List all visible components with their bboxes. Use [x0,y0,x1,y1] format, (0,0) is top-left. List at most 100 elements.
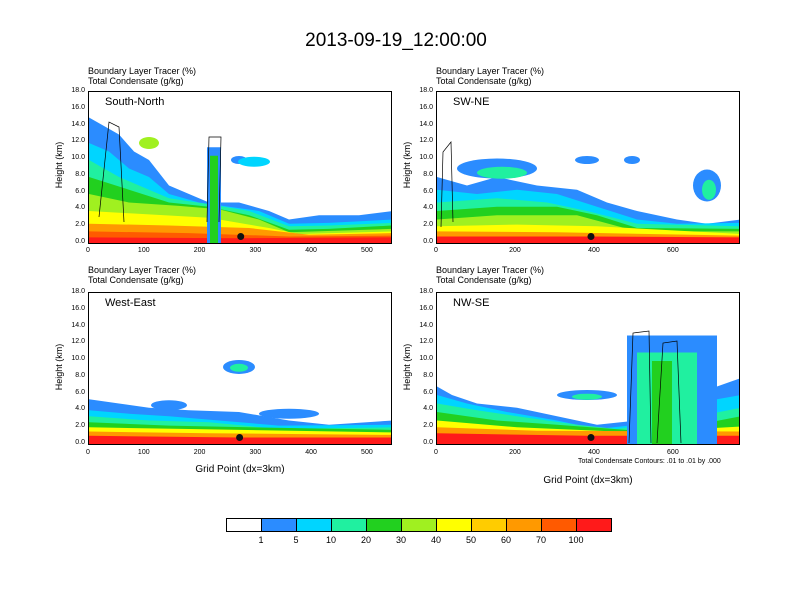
colorbar-label: 60 [500,535,512,545]
ytick-label: 2.0 [75,422,85,430]
ytick-label: 6.0 [423,187,433,195]
xtick-label: 600 [667,449,679,456]
ytick-label: 14.0 [71,120,85,128]
cloud-blob [572,393,602,400]
colorbar-labels: 1 5 10 20 30 40 50 60 70 100 [226,535,583,547]
colorbar-label: 50 [465,535,477,545]
ytick-label: 10.0 [419,355,433,363]
cloud-blob [139,137,159,149]
panel-swne-field2: Total Condensate (g/kg) [436,76,532,86]
panel-we-xticks: 0 100 200 300 400 500 [86,449,392,459]
colorbar-swatch [577,519,611,531]
ytick-label: 16.0 [419,304,433,312]
panel-sw-ne: SW-NE [436,91,740,244]
xtick-label: 100 [137,247,150,254]
xtick-label: 0 [86,247,90,254]
panel-sn-field2: Total Condensate (g/kg) [88,76,184,86]
figure-title: 2013-09-19_12:00:00 [305,30,487,51]
ytick-label: 16.0 [71,304,85,312]
colorbar-label: 1 [258,535,264,545]
colorbar-swatch [542,519,577,531]
ytick-label: 8.0 [75,371,85,379]
ytick-label: 18.0 [419,288,433,295]
panel-nwse-ylabel: Height (km) [402,343,412,391]
panel-swne-header: Boundary Layer Tracer (%) Total Condensa… [436,66,544,86]
panel-nwse-xlabel: Grid Point (dx=3km) [543,475,633,486]
panel-sn-xticks: 0 100 200 300 400 500 [86,247,392,257]
xtick-label: 0 [434,449,438,456]
xtick-label: 100 [137,449,150,456]
ytick-label: 12.0 [71,338,85,346]
bl-tracer-band-100 [89,237,391,243]
colorbar-swatch [507,519,542,531]
ytick-label: 14.0 [419,321,433,329]
xtick-label: 500 [361,247,373,254]
condensate-contour [656,340,682,444]
xtick-label: 500 [361,449,373,456]
ytick-label: 0.0 [423,439,433,446]
xtick-label: 400 [588,247,600,254]
xtick-label: 200 [193,247,206,254]
colorbar-label: 20 [360,535,372,545]
condensate-contour [206,136,222,223]
convective-core [652,361,672,444]
xtick-label: 0 [86,449,90,456]
panel-sn-name: South-North [103,96,167,108]
colorbar-label: 100 [568,535,584,545]
contour-note: Total Condensate Contours: .01 to .01 by… [578,458,721,465]
colorbar-swatch [262,519,297,531]
colorbar-swatch [332,519,367,531]
xtick-label: 300 [249,247,262,254]
reference-point-marker [236,434,244,441]
ytick-label: 8.0 [423,371,433,379]
panel-nwse-header: Boundary Layer Tracer (%) Total Condensa… [436,265,544,285]
panel-nwse-plot [437,330,739,444]
xtick-label: 400 [305,449,317,456]
ytick-label: 6.0 [75,187,85,195]
panel-nwse-xticks: 0 200 400 600 [434,449,740,459]
convective-core [210,155,218,243]
ytick-label: 12.0 [71,137,85,145]
ytick-label: 12.0 [419,338,433,346]
ytick-label: 4.0 [423,405,433,413]
panel-we-yticks: 0.0 2.0 4.0 6.0 8.0 10.0 12.0 14.0 16.0 18.0 [63,288,85,446]
colorbar-label: 5 [293,535,299,545]
panel-nwse-field2: Total Condensate (g/kg) [436,275,532,285]
panel-west-east: West-East [88,292,392,445]
panel-nwse-field1: Boundary Layer Tracer (%) [436,265,545,275]
cloud-blob [151,400,187,411]
colorbar-swatch [227,519,262,531]
cloud-blob [624,156,640,164]
ytick-label: 10.0 [71,154,85,162]
ytick-label: 6.0 [423,388,433,396]
condensate-contour [628,330,652,444]
panel-south-north: South-North [88,91,392,244]
colorbar-label: 10 [325,535,337,545]
ytick-label: 2.0 [423,221,433,229]
ytick-label: 4.0 [75,204,85,212]
ytick-label: 0.0 [423,238,433,245]
panel-sn-field1: Boundary Layer Tracer (%) [88,66,197,76]
panel-we-name: West-East [103,297,158,309]
xtick-label: 200 [193,449,206,456]
cloud-blob [230,363,248,372]
condensate-contour [440,141,454,228]
cloud-blob [575,156,599,164]
panel-swne-name: SW-NE [451,96,492,108]
colorbar-label: 40 [430,535,442,545]
panel-swne-xticks: 0 200 400 600 [434,247,740,257]
ytick-label: 4.0 [423,204,433,212]
colorbar-swatch [472,519,507,531]
ytick-label: 10.0 [419,154,433,162]
panel-sn-yticks: 0.0 2.0 4.0 6.0 8.0 10.0 12.0 14.0 16.0 18.0 [63,87,85,245]
ytick-label: 10.0 [71,355,85,363]
reference-point-marker [587,233,595,240]
panel-swne-ylabel: Height (km) [402,141,412,189]
panel-nwse-yticks: 0.0 2.0 4.0 6.0 8.0 10.0 12.0 14.0 16.0 18.0 [411,288,433,446]
ytick-label: 18.0 [71,288,85,295]
panel-sn-ylabel: Height (km) [54,141,64,189]
panel-we-field1: Boundary Layer Tracer (%) [88,265,197,275]
panel-we-field2: Total Condensate (g/kg) [88,275,184,285]
panel-swne-field1: Boundary Layer Tracer (%) [436,66,545,76]
ytick-label: 8.0 [423,170,433,178]
